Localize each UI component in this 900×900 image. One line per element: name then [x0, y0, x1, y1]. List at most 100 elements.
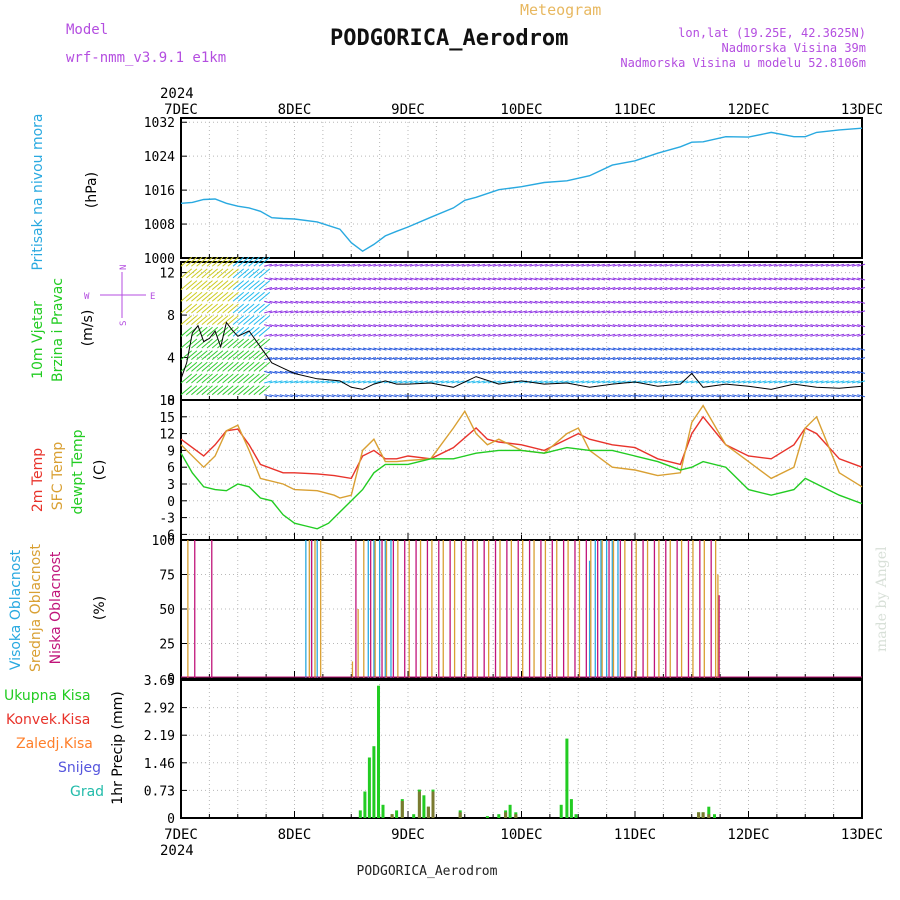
wind-barb: [420, 287, 429, 291]
precip-bar: [426, 806, 430, 818]
wind-barb: [690, 333, 699, 337]
wind-barb: [675, 287, 684, 291]
wind-barb: [831, 324, 840, 328]
wind-barb: [534, 394, 543, 398]
wind-barb: [336, 357, 345, 361]
wind-barb: [487, 357, 496, 361]
wind-barb: [264, 263, 273, 267]
wind-barb: [217, 338, 229, 349]
wind-barb: [295, 287, 304, 291]
wind-barb: [576, 394, 585, 398]
wind-barb: [695, 324, 704, 328]
wind-barb: [571, 394, 580, 398]
wind-barb: [623, 310, 632, 314]
wind-barb: [732, 310, 741, 314]
wind-barb: [695, 347, 704, 351]
wind-barb: [747, 287, 756, 291]
wind-barb: [342, 347, 351, 351]
wind-barb: [701, 380, 710, 384]
wind-barb: [539, 357, 548, 361]
wind-barb: [524, 300, 533, 304]
wind-barb: [222, 280, 234, 290]
wind-barb: [290, 357, 299, 361]
wind-barb: [654, 287, 663, 291]
wind-barb: [706, 370, 715, 374]
wind-barb: [612, 357, 621, 361]
wind-barb: [747, 357, 756, 361]
wind-barb: [550, 310, 559, 314]
wind-barb: [799, 394, 808, 398]
time-label-top: 11DEC: [614, 102, 656, 118]
wind-barb: [321, 357, 330, 361]
wind-barb: [669, 324, 678, 328]
wind-barb: [779, 287, 788, 291]
wind-barb: [591, 357, 600, 361]
wind-barb: [571, 277, 580, 281]
wind-barb: [180, 268, 193, 279]
wind-barb: [602, 263, 611, 267]
wind-barb: [440, 300, 449, 304]
wind-barb: [211, 315, 224, 326]
wind-barb: [368, 287, 377, 291]
wind-barb: [623, 347, 632, 351]
wind-barb: [513, 370, 522, 374]
wind-barb: [638, 394, 647, 398]
wind-barb: [701, 287, 710, 291]
wind-barb: [706, 277, 715, 281]
wind-barb: [394, 263, 403, 267]
wind-barb: [784, 300, 793, 304]
wind-barb: [310, 347, 319, 351]
wind-barb: [206, 326, 219, 337]
wind-barb: [820, 394, 829, 398]
wind-barb: [352, 277, 361, 281]
wind-barb: [326, 300, 335, 304]
wind-barb: [664, 310, 673, 314]
wind-barb: [649, 347, 658, 351]
wind-barb: [825, 324, 834, 328]
wind-barb: [404, 277, 413, 281]
wind-barb: [253, 268, 265, 279]
wind-barb: [701, 370, 710, 374]
wind-barb: [581, 347, 590, 351]
wind-barb: [571, 347, 580, 351]
wind-barb: [440, 394, 449, 398]
wind-barb: [581, 287, 590, 291]
wind-barb: [836, 324, 845, 328]
wind-barb: [378, 333, 387, 337]
wind-barb: [295, 277, 304, 281]
wind-barb: [857, 347, 866, 351]
wind-barb: [669, 263, 678, 267]
wind-barb: [602, 287, 611, 291]
wind-barb: [617, 263, 626, 267]
wind-barb: [799, 380, 808, 384]
wind-barb: [435, 277, 444, 281]
wind-barb: [825, 277, 834, 281]
wind-barb: [617, 287, 626, 291]
wind-barb: [237, 291, 250, 302]
wind-barb: [763, 310, 772, 314]
wind-barb: [768, 357, 777, 361]
wind-barb: [180, 361, 193, 372]
wind-barb: [607, 310, 616, 314]
wind-barb: [451, 310, 460, 314]
wind-barb: [721, 300, 730, 304]
wind-barb: [628, 263, 637, 267]
wind-barb: [836, 347, 845, 351]
wind-barb: [357, 380, 366, 384]
wind-barb: [466, 310, 475, 314]
wind-barb: [732, 394, 741, 398]
wind-barb: [623, 370, 632, 374]
wind-barb: [581, 277, 590, 281]
wind-barb: [446, 394, 455, 398]
wind-barb: [831, 394, 840, 398]
wind-barb: [477, 277, 486, 281]
wind-barb: [747, 277, 756, 281]
wind-barb: [305, 263, 314, 267]
wind-barb: [503, 394, 512, 398]
wind-barb: [649, 324, 658, 328]
wind-barb: [560, 347, 569, 351]
wind-barb: [201, 373, 213, 384]
wind-barb: [378, 394, 387, 398]
wind-barb: [675, 300, 684, 304]
wind-barb: [232, 326, 245, 337]
